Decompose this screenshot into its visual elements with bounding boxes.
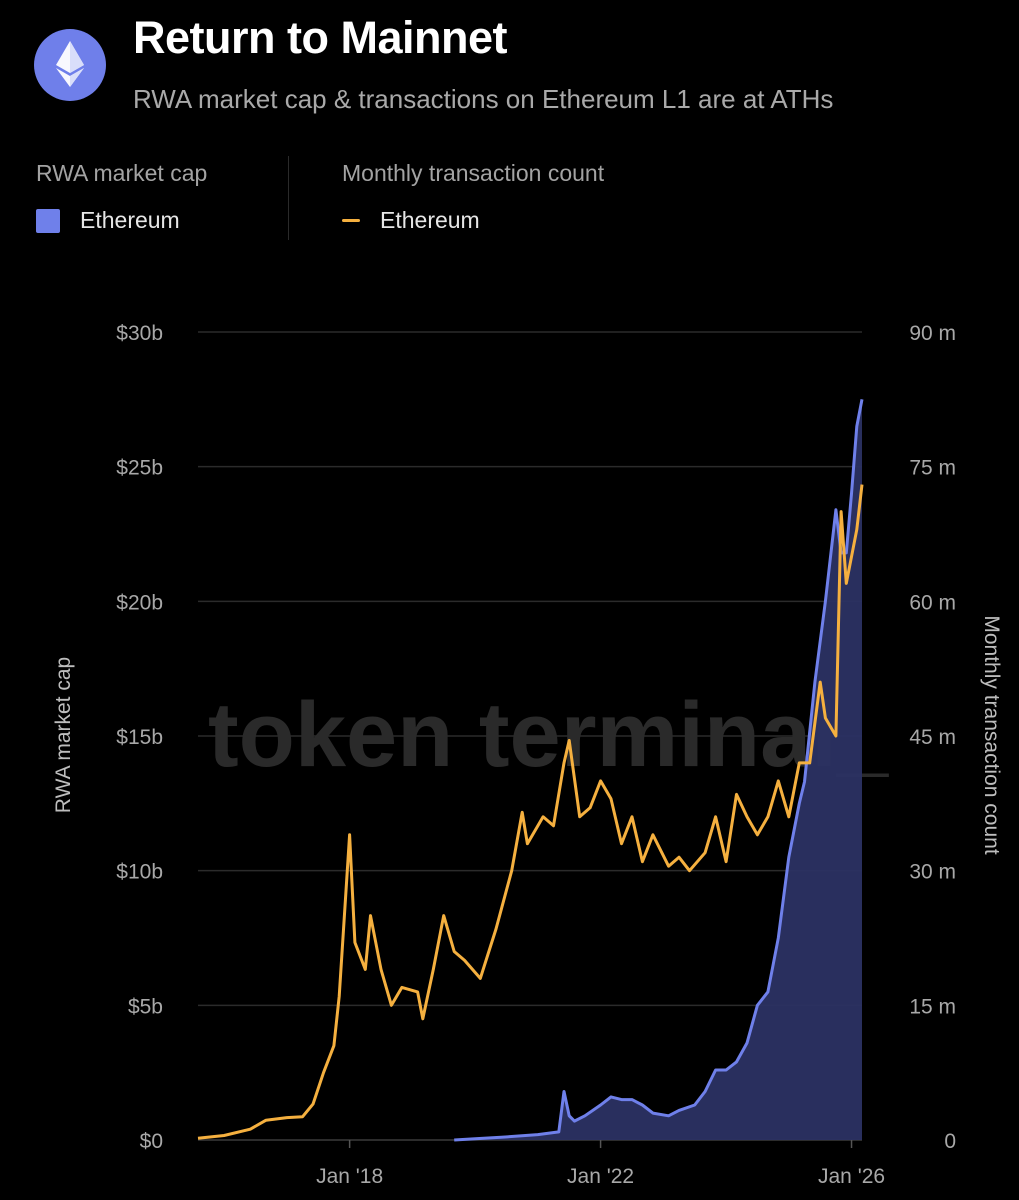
legend-entry-market-cap[interactable]: Ethereum [36, 207, 207, 234]
legend-swatch-square [36, 208, 60, 233]
legend-heading-transactions: Monthly transaction count [342, 160, 605, 186]
y-right-tick-label: 45 m [909, 726, 956, 749]
page-title: Return to Mainnet [133, 12, 507, 63]
y-right-tick-label: 90 m [909, 322, 956, 345]
x-tick-label: Jan '26 [818, 1165, 885, 1188]
y-left-tick-label: $5b [128, 995, 163, 1018]
tick-labels: $0 0 $5b 15 m $10b 30 m $15b 45 m $20b 60 m $25b 75… [116, 322, 956, 1188]
y-right-tick-label: 0 [944, 1130, 956, 1153]
y-left-tick-label: $15b [116, 726, 163, 749]
legend-market-cap: RWA market cap Ethereum [36, 160, 207, 234]
y-left-tick-label: $0 [140, 1130, 163, 1153]
legend-swatch-line [342, 219, 360, 222]
ethereum-diamond-icon [56, 41, 84, 87]
ethereum-logo [34, 29, 106, 101]
series-line-market-cap [454, 399, 864, 1142]
y-left-tick-label: $20b [116, 591, 163, 614]
legend-entry-transactions[interactable]: Ethereum [342, 207, 604, 234]
legend-label-market-cap: Ethereum [80, 207, 180, 233]
y-right-tick-label: 15 m [909, 995, 956, 1018]
y-right-tick-label: 60 m [909, 591, 956, 614]
y-axis-right-title: Monthly transaction count [980, 615, 1003, 854]
legend-heading-market-cap: RWA market cap [36, 160, 208, 186]
legend-label-transactions: Ethereum [380, 207, 480, 233]
y-right-tick-label: 30 m [909, 861, 956, 884]
x-tick-label: Jan '22 [567, 1165, 634, 1188]
x-tick-label: Jan '18 [316, 1165, 383, 1188]
legend-transactions: Monthly transaction count Ethereum [342, 160, 604, 234]
y-left-tick-label: $30b [116, 322, 163, 345]
y-right-tick-label: 75 m [909, 457, 956, 480]
watermark: token terminal_ [208, 684, 889, 786]
y-axis-left-title: RWA market cap [52, 657, 75, 813]
legend-divider [288, 156, 289, 240]
y-left-tick-label: $10b [116, 861, 163, 884]
series-area-market-cap-fill [454, 399, 862, 1140]
series-layer [197, 399, 864, 1142]
page-subtitle: RWA market cap & transactions on Ethereu… [133, 84, 834, 114]
series-line-transactions [197, 484, 864, 1140]
y-left-tick-label: $25b [116, 457, 163, 480]
